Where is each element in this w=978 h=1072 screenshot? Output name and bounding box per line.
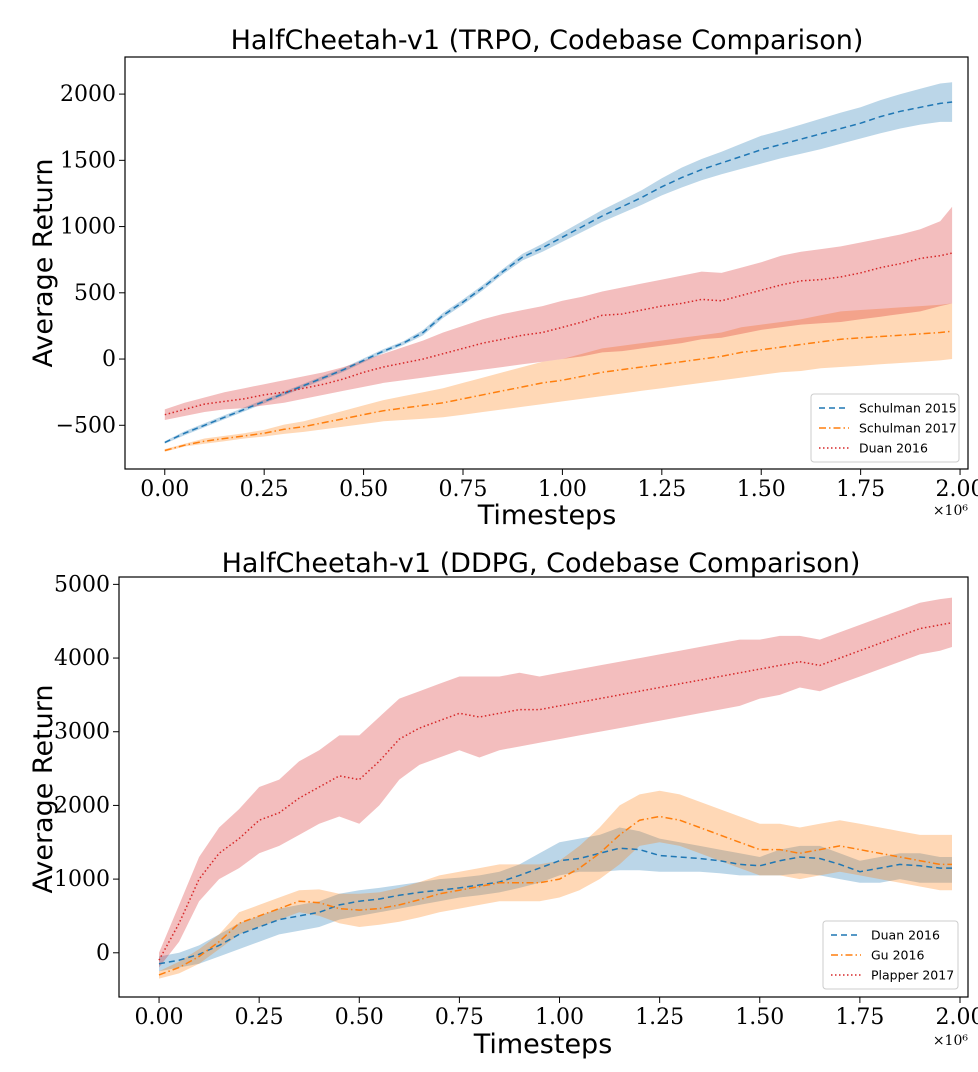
series-line-plapper-2017 [158,621,953,961]
chart-title: HalfCheetah-v1 (DDPG, Codebase Compariso… [222,548,861,579]
confidence-band-duan-2016 [159,827,952,972]
x-tick-label: 0.25 [240,477,289,502]
x-tick-label: 0.50 [335,1005,384,1030]
legend-label: Plapper 2017 [871,968,954,983]
x-axis: 0.00 0.25 0.50 0.75 1.00 1.25 1.50 1.75 2.00 [135,997,978,1030]
x-tick-label: 1.00 [535,1005,584,1030]
series-line-duan-2016 [158,847,952,965]
legend-label: Duan 2016 [859,441,928,456]
y-tick-label: −500 [56,413,116,438]
series-line-schulman-2015 [164,101,953,444]
y-tick-label: 500 [74,281,116,306]
y-tick-label: 2000 [60,82,116,107]
y-tick-label: 1000 [60,215,116,240]
legend-label: Schulman 2017 [859,421,957,436]
x-tick-label: 1.50 [735,1005,784,1030]
y-axis-label: Average Return [28,158,59,367]
legend: Schulman 2015 Schulman 2017 Duan 2016 [810,393,960,463]
x-tick-label: 1.25 [637,477,686,502]
legend-box [810,393,960,463]
x-tick-label: 0.25 [235,1005,284,1030]
y-axis: 0 1000 2000 3000 4000 5000 [54,572,119,966]
y-tick-label: 1000 [54,867,110,892]
legend-label: Duan 2016 [871,928,940,943]
y-tick-label: 0 [96,941,110,966]
series-line-gu-2016 [158,815,952,976]
y-tick-label: 0 [102,347,116,372]
plot-frame [118,576,969,998]
x-tick-label: 1.75 [835,1005,884,1030]
chart-title: HalfCheetah-v1 (TRPO, Codebase Compariso… [231,25,864,56]
x-scale-label: ×10⁶ [933,503,969,519]
y-tick-label: 3000 [54,720,110,745]
x-tick-label: 1.75 [836,477,885,502]
y-tick-label: 5000 [54,572,110,597]
series-layer [158,597,953,979]
x-tick-label: 1.00 [538,477,587,502]
x-tick-label: 0.00 [135,1005,184,1030]
confidence-band-schulman-2017 [164,303,953,452]
plot-frame [124,56,969,470]
confidence-band-gu-2016 [159,790,952,979]
legend-label: Schulman 2015 [859,401,957,416]
ddpg-chart: HalfCheetah-v1 (DDPG, Codebase Compariso… [28,548,978,1060]
y-tick-label: 4000 [54,646,110,671]
y-tick-label: 1500 [60,148,116,173]
y-axis: −500 0 500 1000 1500 2000 [56,82,125,438]
x-tick-label: 1.50 [737,477,786,502]
x-tick-label: 0.50 [339,477,388,502]
x-tick-label: 0.00 [140,477,189,502]
x-axis-label: Timesteps [477,500,617,531]
legend-box [822,920,959,990]
y-tick-label: 2000 [54,793,110,818]
x-axis-label: Timesteps [473,1029,613,1060]
x-axis: 0.00 0.25 0.50 0.75 1.00 1.25 1.50 1.75 2.00 [140,469,978,502]
x-scale-label: ×10⁶ [933,1033,969,1049]
y-axis-label: Average Return [28,684,59,893]
confidence-band-plapper-2017 [159,597,952,968]
trpo-chart: HalfCheetah-v1 (TRPO, Codebase Compariso… [28,25,978,531]
series-line-schulman-2017 [164,330,953,452]
x-tick-label: 1.25 [635,1005,684,1030]
x-tick-label: 2.00 [935,1005,978,1030]
confidence-band-duan-2016 [164,206,953,420]
legend: Duan 2016 Gu 2016 Plapper 2017 [822,920,959,990]
legend-label: Gu 2016 [871,948,924,963]
x-tick-label: 2.00 [936,477,978,502]
series-layer [164,82,953,452]
x-tick-label: 0.75 [439,477,488,502]
x-tick-label: 0.75 [435,1005,484,1030]
